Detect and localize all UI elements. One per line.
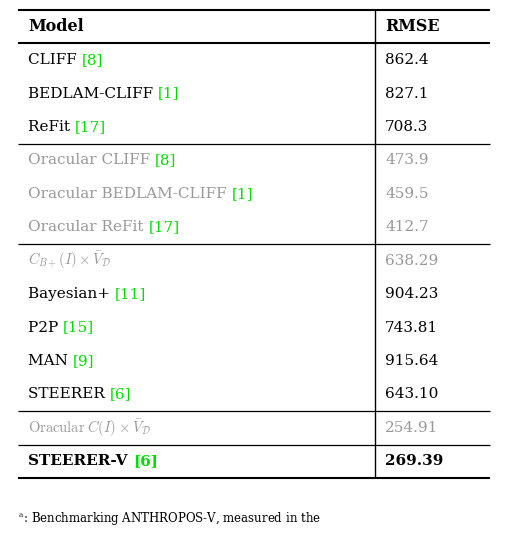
Text: P2P: P2P: [28, 321, 63, 335]
Text: [1]: [1]: [158, 87, 179, 101]
Text: CLIFF: CLIFF: [28, 53, 82, 67]
Text: 915.64: 915.64: [385, 354, 438, 368]
Text: Oracular CLIFF: Oracular CLIFF: [28, 153, 155, 167]
Text: [6]: [6]: [133, 454, 157, 468]
Text: 638.29: 638.29: [385, 254, 438, 268]
Text: Oracular ReFit: Oracular ReFit: [28, 220, 148, 234]
Text: 827.1: 827.1: [385, 87, 429, 101]
Text: 254.91: 254.91: [385, 421, 438, 435]
Text: STEERER: STEERER: [28, 387, 110, 401]
Text: $C_{B+}(I) \times \bar{V}_{\mathcal{D}}$: $C_{B+}(I) \times \bar{V}_{\mathcal{D}}$: [28, 250, 112, 271]
Text: [8]: [8]: [155, 153, 176, 167]
Text: $^{\mathrm{a}}$: Benchmarking ANTHROPOS-V, measured in the: $^{\mathrm{a}}$: Benchmarking ANTHROPOS-…: [18, 510, 321, 527]
Text: MAN: MAN: [28, 354, 73, 368]
Text: [15]: [15]: [63, 321, 94, 335]
Text: Bayesian+: Bayesian+: [28, 287, 115, 301]
Text: 708.3: 708.3: [385, 120, 428, 134]
Text: [1]: [1]: [232, 187, 253, 201]
Text: Model: Model: [28, 18, 84, 35]
Text: [9]: [9]: [73, 354, 94, 368]
Text: 862.4: 862.4: [385, 53, 429, 67]
Text: 269.39: 269.39: [385, 454, 443, 468]
Text: 743.81: 743.81: [385, 321, 438, 335]
Text: STEERER-V: STEERER-V: [28, 454, 133, 468]
Text: 459.5: 459.5: [385, 187, 429, 201]
Text: 904.23: 904.23: [385, 287, 438, 301]
Text: 643.10: 643.10: [385, 387, 438, 401]
Text: 473.9: 473.9: [385, 153, 429, 167]
Text: ReFit: ReFit: [28, 120, 75, 134]
Text: RMSE: RMSE: [385, 18, 439, 35]
Text: [8]: [8]: [82, 53, 103, 67]
Text: BEDLAM-CLIFF: BEDLAM-CLIFF: [28, 87, 158, 101]
Text: [11]: [11]: [115, 287, 146, 301]
Text: 412.7: 412.7: [385, 220, 429, 234]
Text: [17]: [17]: [148, 220, 179, 234]
Text: [6]: [6]: [110, 387, 131, 401]
Text: $\mathrm{Oracular}\; C(I) \times \bar{V}_{\mathcal{D}}$: $\mathrm{Oracular}\; C(I) \times \bar{V}…: [28, 417, 151, 438]
Text: Oracular BEDLAM-CLIFF: Oracular BEDLAM-CLIFF: [28, 187, 232, 201]
Text: [17]: [17]: [75, 120, 106, 134]
